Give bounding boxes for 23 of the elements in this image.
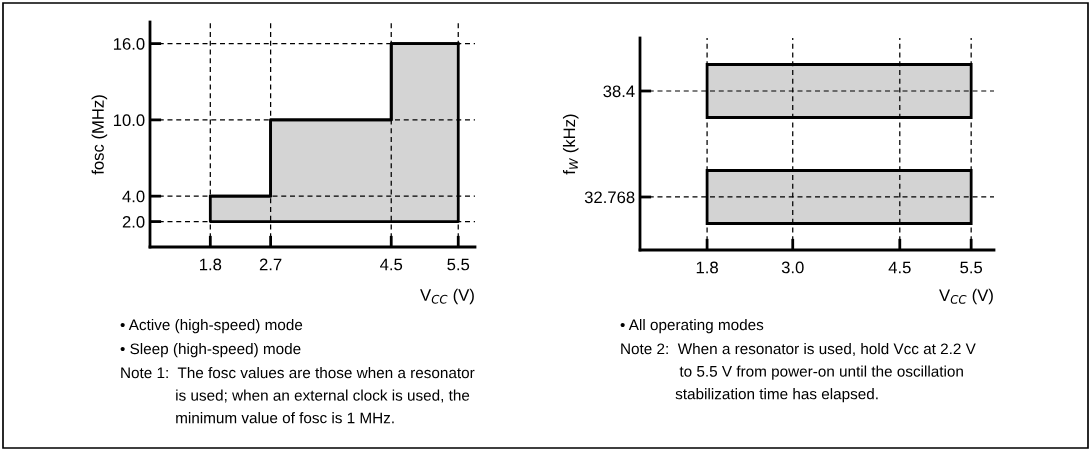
x-axis-title: V$_{CC}$ (V): [420, 288, 474, 305]
text: Note 2: When a resonator is used, hold Vcc at 2.2 V to 5.5 V from power-on until the oscillation stabilization time has elapsed.: [621, 343, 976, 403]
x-tick-label: 2.7: [259, 258, 282, 271]
x-tick-label: 5.5: [447, 258, 470, 271]
x-tick-label: 1.8: [696, 261, 718, 274]
text: • Active (high-speed) mode: [120, 319, 303, 334]
x-tick-label: 4.5: [888, 261, 911, 274]
text: Note 1: The fosc values are those when a resonator is used; when an external clock is used, the minimum value of fosc is 1 MHz.: [121, 367, 475, 424]
text: • All operating modes: [620, 319, 764, 334]
y-tick-label: 2.0: [122, 215, 145, 228]
y-tick-label: 38.4: [603, 85, 635, 98]
y-tick-label: 16.0: [113, 38, 145, 50]
y-axis-title: f$_{W}$ (kHz): [562, 114, 579, 175]
y-tick-label: 32.768: [584, 191, 635, 204]
x-axis-title: V$_{CC}$ (V): [939, 288, 993, 305]
x-tick-label: 1.8: [200, 258, 222, 271]
text: • Sleep (high-speed) mode: [120, 343, 301, 358]
x-tick-label: 5.5: [960, 261, 983, 274]
y-tick-label: 4.0: [122, 190, 145, 203]
y-tick-label: 10.0: [113, 114, 145, 127]
y-axis-title: fosc (MHz): [91, 95, 108, 175]
x-tick-label: 4.5: [380, 258, 403, 271]
x-tick-label: 3.0: [781, 261, 804, 274]
